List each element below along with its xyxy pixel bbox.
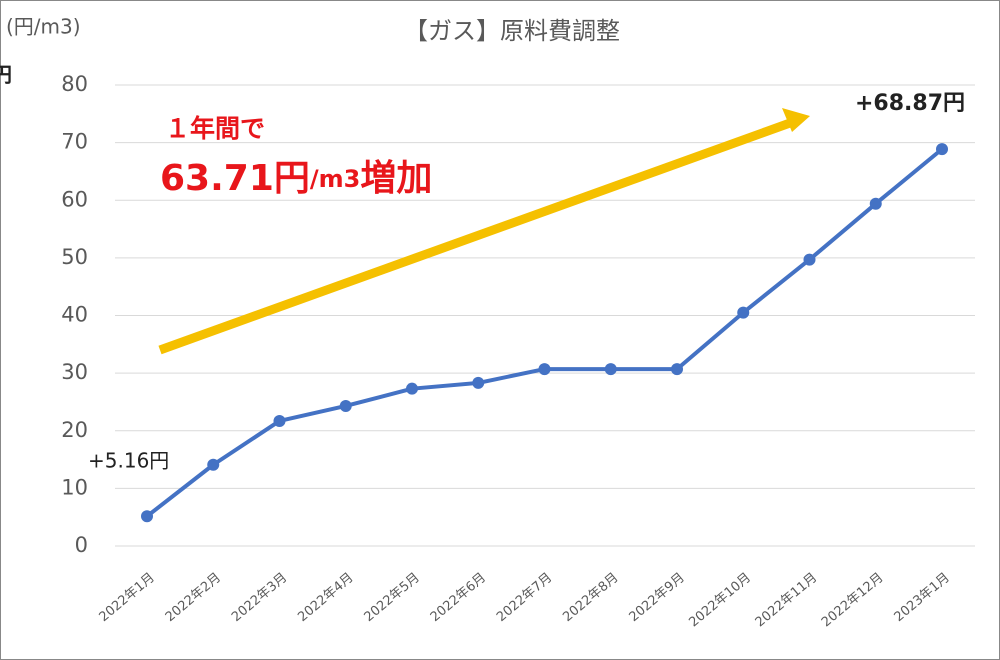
point <box>273 414 286 427</box>
y-tick-label: 80 <box>61 72 88 96</box>
note-part: 増加 <box>360 158 432 199</box>
note-part: 63.71円 <box>160 158 310 199</box>
point <box>869 197 882 210</box>
point <box>207 458 220 471</box>
y-tick-label: 70 <box>61 130 88 154</box>
y-tick-label: 30 <box>61 360 88 384</box>
point <box>671 363 683 376</box>
point <box>141 510 153 523</box>
y-axis-label: (円/m3) <box>6 15 81 39</box>
edge-text: 円 <box>0 63 12 87</box>
point <box>538 363 551 376</box>
start-label: +5.16円 <box>88 449 169 473</box>
note-highlight: 63.71円/m3増加 <box>160 158 432 199</box>
note-line: １年間で <box>165 114 265 143</box>
y-tick-label: 40 <box>61 303 88 327</box>
note-part: /m3 <box>310 165 360 193</box>
point <box>406 382 418 395</box>
point <box>472 376 485 389</box>
trend-arrow <box>158 118 792 355</box>
point <box>737 306 750 319</box>
point <box>936 143 948 156</box>
chart-title: 【ガス】原料費調整 <box>404 17 620 45</box>
point <box>604 363 617 376</box>
y-tick-label: 0 <box>75 533 88 557</box>
y-tick-label: 20 <box>61 418 88 442</box>
y-tick-label: 10 <box>61 475 88 499</box>
y-tick-label: 50 <box>61 245 88 269</box>
point <box>339 399 352 412</box>
trend-arrow-head <box>782 108 810 132</box>
y-tick-label: 60 <box>61 187 88 211</box>
point <box>803 253 816 266</box>
end-label: +68.87円 <box>855 91 965 116</box>
